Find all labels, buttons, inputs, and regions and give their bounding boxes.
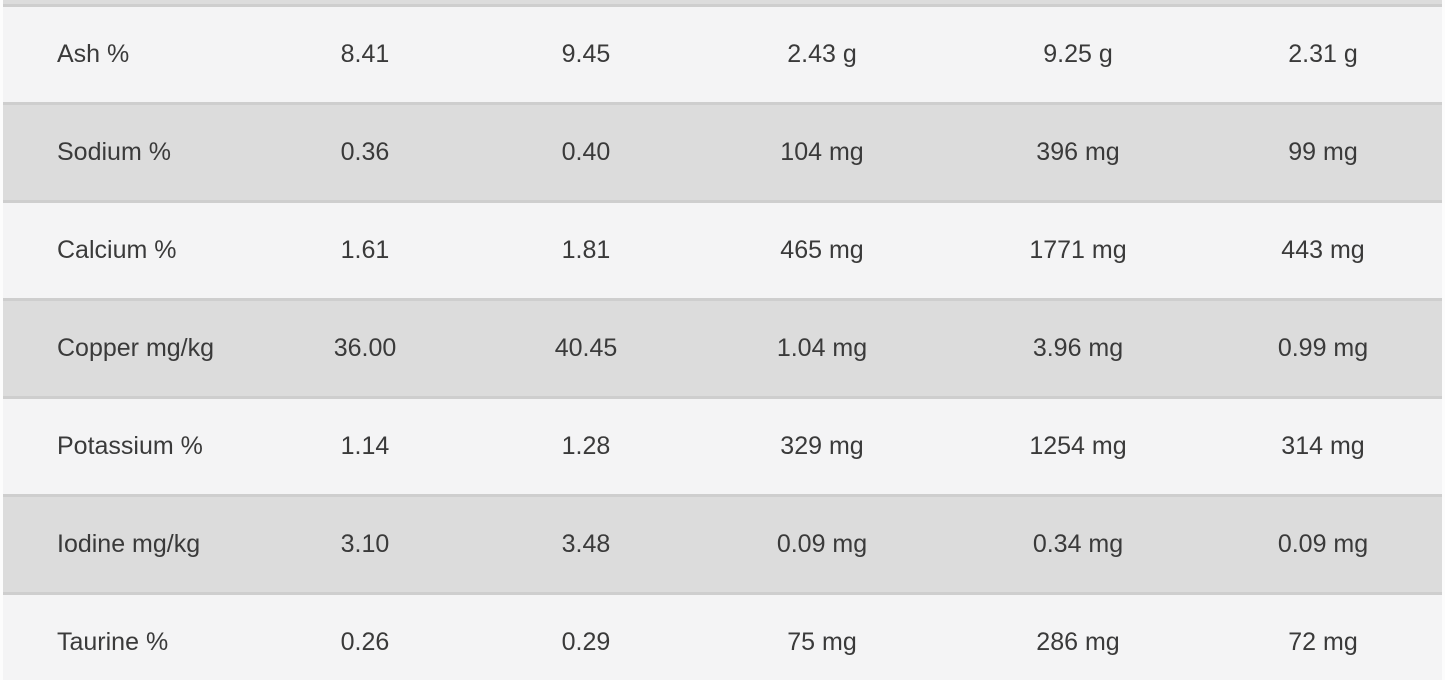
value-cell: 9.45 bbox=[480, 5, 692, 105]
value-cell: 1.81 bbox=[480, 201, 692, 301]
value-cell: 1.28 bbox=[480, 397, 692, 497]
value-cell: 314 mg bbox=[1204, 397, 1442, 497]
value-cell: 3.10 bbox=[250, 495, 480, 595]
value-cell: 0.40 bbox=[480, 103, 692, 203]
table-row: Ash % 8.41 9.45 2.43 g 9.25 g 2.31 g bbox=[3, 5, 1442, 105]
table-row: Iodine mg/kg 3.10 3.48 0.09 mg 0.34 mg 0.09 … bbox=[3, 495, 1442, 595]
value-cell: 104 mg bbox=[692, 103, 952, 203]
nutrition-table-body: Ash % 8.41 9.45 2.43 g 9.25 g 2.31 g Sodium … bbox=[3, 0, 1442, 680]
value-cell: 0.09 mg bbox=[692, 495, 952, 595]
value-cell: 40.45 bbox=[480, 299, 692, 399]
nutrition-table: Ash % 8.41 9.45 2.43 g 9.25 g 2.31 g Sodium … bbox=[3, 0, 1442, 680]
value-cell: 3.48 bbox=[480, 495, 692, 595]
value-cell: 465 mg bbox=[692, 201, 952, 301]
row-label: Taurine % bbox=[3, 593, 250, 680]
value-cell: 286 mg bbox=[952, 593, 1204, 680]
row-label: Copper mg/kg bbox=[3, 299, 250, 399]
value-cell: 1254 mg bbox=[952, 397, 1204, 497]
value-cell: 1.61 bbox=[250, 201, 480, 301]
partial-row-cell bbox=[3, 0, 1442, 7]
row-label: Iodine mg/kg bbox=[3, 495, 250, 595]
table-row: Taurine % 0.26 0.29 75 mg 286 mg 72 mg bbox=[3, 593, 1442, 680]
value-cell: 1771 mg bbox=[952, 201, 1204, 301]
value-cell: 1.14 bbox=[250, 397, 480, 497]
value-cell: 443 mg bbox=[1204, 201, 1442, 301]
value-cell: 0.09 mg bbox=[1204, 495, 1442, 595]
partial-row-above bbox=[3, 0, 1442, 7]
table-row: Calcium % 1.61 1.81 465 mg 1771 mg 443 mg bbox=[3, 201, 1442, 301]
value-cell: 3.96 mg bbox=[952, 299, 1204, 399]
value-cell: 0.99 mg bbox=[1204, 299, 1442, 399]
table-row: Sodium % 0.36 0.40 104 mg 396 mg 99 mg bbox=[3, 103, 1442, 203]
value-cell: 75 mg bbox=[692, 593, 952, 680]
value-cell: 1.04 mg bbox=[692, 299, 952, 399]
value-cell: 99 mg bbox=[1204, 103, 1442, 203]
table-row: Potassium % 1.14 1.28 329 mg 1254 mg 314 mg bbox=[3, 397, 1442, 497]
value-cell: 2.43 g bbox=[692, 5, 952, 105]
value-cell: 329 mg bbox=[692, 397, 952, 497]
nutrition-table-wrap: Ash % 8.41 9.45 2.43 g 9.25 g 2.31 g Sodium … bbox=[3, 0, 1442, 680]
row-label: Calcium % bbox=[3, 201, 250, 301]
value-cell: 0.36 bbox=[250, 103, 480, 203]
value-cell: 0.26 bbox=[250, 593, 480, 680]
value-cell: 72 mg bbox=[1204, 593, 1442, 680]
value-cell: 0.34 mg bbox=[952, 495, 1204, 595]
value-cell: 8.41 bbox=[250, 5, 480, 105]
row-label: Potassium % bbox=[3, 397, 250, 497]
value-cell: 0.29 bbox=[480, 593, 692, 680]
row-label: Sodium % bbox=[3, 103, 250, 203]
value-cell: 2.31 g bbox=[1204, 5, 1442, 105]
value-cell: 36.00 bbox=[250, 299, 480, 399]
value-cell: 9.25 g bbox=[952, 5, 1204, 105]
table-row: Copper mg/kg 36.00 40.45 1.04 mg 3.96 mg 0.9… bbox=[3, 299, 1442, 399]
row-label: Ash % bbox=[3, 5, 250, 105]
value-cell: 396 mg bbox=[952, 103, 1204, 203]
